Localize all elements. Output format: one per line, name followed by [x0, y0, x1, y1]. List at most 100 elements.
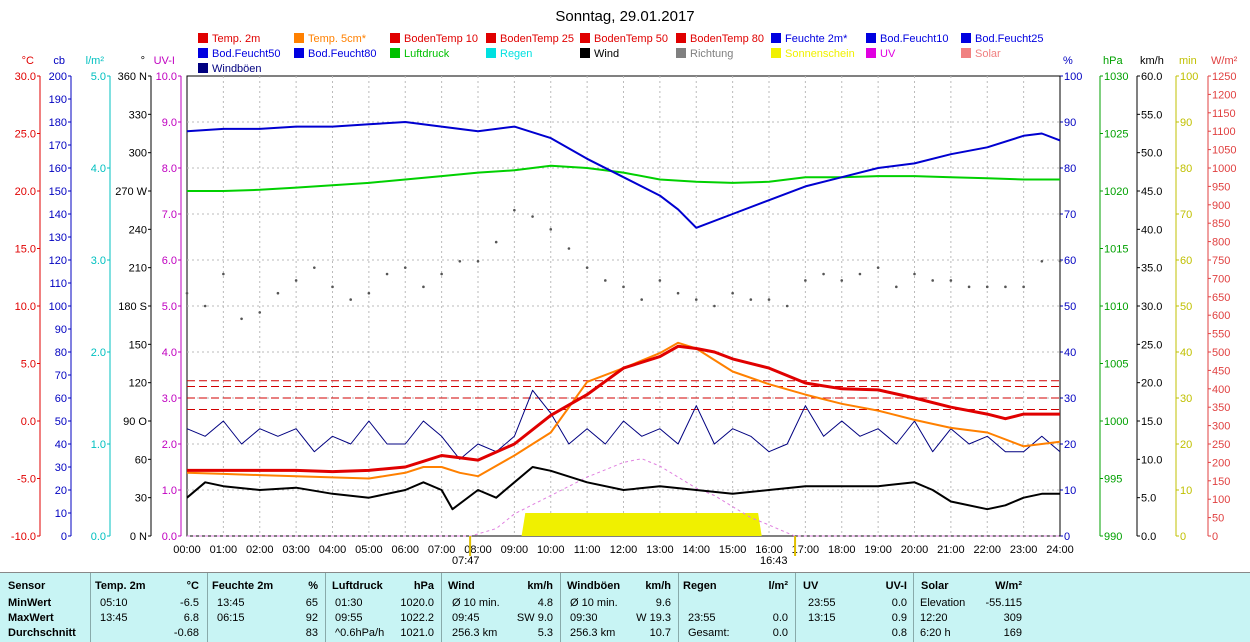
axis-tick-label: 250	[1212, 439, 1230, 451]
axis-tick-label: 600	[1212, 310, 1230, 322]
stats-value: 0.9	[891, 612, 907, 624]
legend-swatch	[198, 48, 208, 58]
sunshine-area	[187, 513, 1060, 536]
axis-tick-label: 30	[55, 462, 67, 474]
stats-value: 0.0	[772, 627, 788, 639]
wind-direction-point	[313, 266, 316, 269]
sun-markers: 07:47 16:43	[452, 536, 797, 567]
stats-time: 23:55	[688, 612, 716, 624]
axis-tick-label: -10.0	[11, 531, 36, 543]
legend-label: Temp. 5cm*	[308, 33, 367, 45]
stats-value: 6.8	[183, 612, 199, 624]
legend-label: Regen	[500, 48, 532, 60]
wind-direction-point	[531, 215, 534, 218]
axis-tick-label: 0.0	[91, 531, 106, 543]
axis-tick-label: 80	[1180, 163, 1192, 175]
axis-tick-label: 1015	[1104, 244, 1128, 256]
stats-time: 12:20	[920, 612, 948, 624]
stats-time: 256.3 km	[452, 627, 498, 639]
axis-tick-label: 70	[1180, 209, 1192, 221]
axis-tick-label: 1250	[1212, 71, 1236, 83]
axis-tick-label: 2.0	[162, 439, 177, 451]
axis-tick-label: 180 S	[118, 301, 147, 313]
wind-direction-point	[494, 240, 498, 244]
axis-tick-label: 120	[49, 255, 67, 267]
axis-tick-label: 10.0	[156, 71, 177, 83]
legend-label: BodenTemp 10	[404, 33, 478, 45]
wind-direction-point	[458, 259, 462, 263]
axis-tick-label: 10.0	[15, 301, 36, 313]
stats-value: 309	[1003, 612, 1022, 624]
wind-direction-point	[694, 298, 698, 301]
axis-unit: UV-I	[154, 55, 175, 67]
x-tick-label: 18:00	[828, 544, 856, 556]
x-tick-label: 19:00	[864, 544, 892, 556]
axis-tick-label: 180	[49, 117, 67, 129]
axis-tick-label: 9.0	[162, 117, 177, 129]
axis-tick-label: 80	[1064, 163, 1076, 175]
x-tick-label: 01:00	[210, 544, 238, 556]
axis-tick-label: 10	[1180, 485, 1192, 497]
axis-unit: %	[1063, 55, 1073, 67]
x-tick-label: 07:00	[428, 544, 456, 556]
right-axes: %1009080706050403020100hPa10301025102010…	[1059, 55, 1238, 543]
axis-tick-label: 100	[1180, 71, 1198, 83]
stats-value: 169	[1003, 627, 1022, 639]
axis-tick-label: 30	[135, 493, 147, 505]
legend-swatch	[580, 48, 590, 58]
wind-direction-point	[622, 285, 625, 289]
stats-header: Wind	[448, 580, 475, 592]
stats-separator	[678, 573, 679, 642]
axis-tick-label: 1.0	[162, 485, 177, 497]
stats-header: Sensor	[8, 580, 46, 592]
wind-direction-point	[640, 298, 643, 301]
axis-tick-label: 850	[1212, 218, 1230, 230]
legend-label: Bod.Feucht25	[975, 33, 1044, 45]
axis-tick-label: 60	[55, 393, 67, 405]
wind-direction-point	[931, 279, 934, 282]
wind-direction-point	[913, 272, 916, 276]
axis-tick-label: 0.0	[1141, 531, 1156, 543]
legend-label: Bod.Feucht10	[880, 33, 949, 45]
wind-direction-point	[403, 266, 407, 269]
wind-direction-point	[549, 228, 553, 231]
legend-label: Luftdruck	[404, 48, 450, 60]
axis-tick-label: 40	[1180, 347, 1192, 359]
stats-time: Ø 10 min.	[452, 597, 500, 609]
stats-time: 09:30	[570, 612, 598, 624]
axis-tick-label: 240	[129, 224, 147, 236]
axis-tick-label: 0	[1212, 531, 1218, 543]
axis-tick-label: 60	[135, 454, 147, 466]
axis-tick-label: 6.0	[162, 255, 177, 267]
stats-value: 5.3	[537, 627, 553, 639]
axis-tick-label: 3.0	[162, 393, 177, 405]
axis-tick-label: 5.0	[1141, 493, 1156, 505]
legend-swatch	[676, 33, 686, 43]
x-tick-label: 06:00	[391, 544, 419, 556]
x-tick-label: 05:00	[355, 544, 383, 556]
x-tick-label: 12:00	[610, 544, 638, 556]
axis-tick-label: 330	[129, 109, 147, 121]
axis-tick-label: 200	[49, 71, 67, 83]
axis-tick-label: 500	[1212, 347, 1230, 359]
axis-unit: °	[141, 55, 145, 67]
series-line-luftdruck	[187, 164, 1060, 192]
stats-value: -0.68	[173, 627, 199, 639]
stats-header-unit: km/h	[527, 580, 553, 592]
legend-swatch	[294, 33, 304, 43]
stats-separator	[90, 573, 91, 642]
legend-swatch	[294, 48, 304, 58]
stats-value: 4.8	[537, 597, 553, 609]
x-tick-label: 13:00	[646, 544, 674, 556]
wind-direction-point	[676, 291, 680, 295]
wind-direction-point	[349, 298, 352, 301]
stats-value: 65	[305, 597, 318, 609]
legend-swatch	[390, 33, 400, 43]
x-tick-label: 02:00	[246, 544, 274, 556]
wind-direction-point	[858, 272, 862, 276]
wind-direction-point	[422, 285, 425, 289]
legend-label: BodenTemp 25	[500, 33, 574, 45]
axis-tick-label: 20	[1064, 439, 1076, 451]
stats-value: 83	[305, 627, 318, 639]
stats-row-label: Durchschnitt	[8, 627, 76, 639]
